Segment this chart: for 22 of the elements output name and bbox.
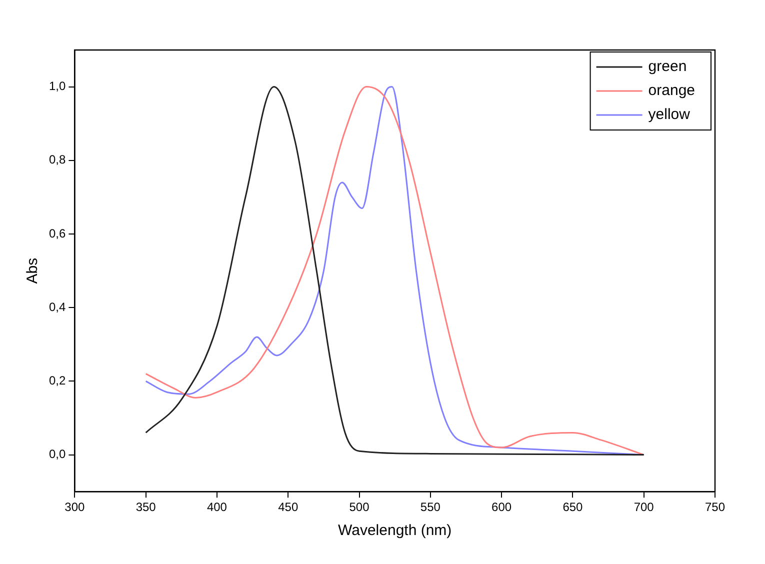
- x-tick-label: 450: [278, 500, 298, 514]
- x-tick-label: 500: [349, 500, 370, 514]
- x-tick-label: 700: [634, 500, 654, 514]
- y-tick-label: 1,0: [48, 79, 66, 94]
- x-tick-label: 650: [562, 500, 584, 514]
- x-tick-label: 300: [64, 500, 86, 514]
- x-axis-title: Wavelength (nm): [338, 522, 452, 540]
- legend-label: yellow: [648, 106, 690, 124]
- x-tick-label: 550: [420, 500, 441, 514]
- y-tick-label: 0,6: [48, 226, 66, 240]
- legend-label: green: [648, 58, 687, 76]
- y-tick-label: 0,4: [48, 300, 66, 314]
- y-tick-label: 0,0: [48, 447, 66, 462]
- y-tick-label: 0,2: [48, 374, 66, 388]
- x-tick-label: 400: [206, 500, 228, 514]
- y-tick-label: 0,8: [48, 152, 66, 167]
- legend-label: orange: [648, 82, 696, 100]
- x-tick-label: 600: [492, 500, 512, 514]
- x-tick-label: 350: [136, 500, 156, 514]
- x-tick-label: 750: [704, 500, 726, 514]
- line-series: [145, 86, 645, 456]
- y-axis-title: Abs: [24, 258, 42, 284]
